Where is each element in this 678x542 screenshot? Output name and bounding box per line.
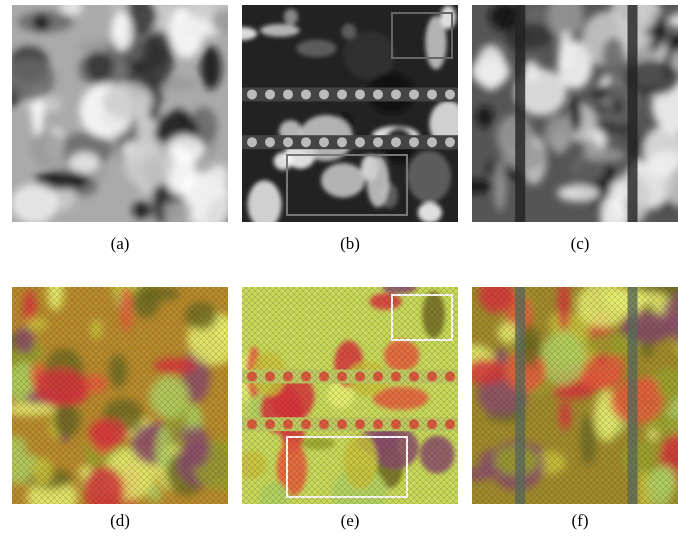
blob bbox=[441, 5, 456, 29]
overlay-grid bbox=[242, 287, 458, 504]
blob bbox=[284, 9, 298, 25]
blob bbox=[508, 23, 553, 49]
blob bbox=[494, 160, 507, 212]
light bbox=[409, 89, 419, 99]
blob bbox=[558, 31, 573, 71]
overlay-grid bbox=[472, 287, 678, 504]
panel-label: (b) bbox=[340, 234, 360, 253]
blob bbox=[612, 97, 624, 114]
street bbox=[628, 5, 638, 222]
street bbox=[515, 5, 525, 222]
image-panel bbox=[228, 5, 468, 229]
light bbox=[373, 137, 383, 147]
blob bbox=[86, 51, 114, 82]
light bbox=[265, 89, 275, 99]
light bbox=[247, 89, 257, 99]
light bbox=[337, 137, 347, 147]
light bbox=[409, 137, 419, 147]
light bbox=[337, 89, 347, 99]
blob bbox=[248, 180, 282, 228]
light bbox=[355, 89, 365, 99]
blob bbox=[544, 115, 574, 151]
light bbox=[427, 89, 437, 99]
light bbox=[391, 137, 401, 147]
image-panel bbox=[4, 0, 250, 246]
blob bbox=[208, 165, 229, 187]
panel-label: (d) bbox=[110, 511, 130, 530]
blob bbox=[367, 155, 390, 207]
blob bbox=[228, 27, 257, 40]
light bbox=[355, 137, 365, 147]
blob bbox=[30, 130, 65, 167]
blob bbox=[142, 30, 174, 86]
blob bbox=[609, 180, 629, 204]
light bbox=[445, 89, 455, 99]
blob bbox=[407, 151, 451, 203]
blob bbox=[583, 139, 599, 159]
blob bbox=[33, 15, 50, 31]
image-panel bbox=[447, 0, 678, 239]
blob bbox=[200, 46, 221, 90]
blob bbox=[418, 202, 442, 223]
overlay-grid bbox=[12, 287, 228, 504]
light bbox=[283, 137, 293, 147]
blob bbox=[69, 152, 100, 173]
blob bbox=[260, 24, 300, 37]
light bbox=[247, 137, 257, 147]
light bbox=[301, 89, 311, 99]
blob bbox=[496, 114, 533, 159]
blob bbox=[212, 8, 242, 34]
blob bbox=[296, 40, 336, 58]
blob bbox=[341, 24, 356, 39]
blob bbox=[103, 83, 153, 120]
blob bbox=[11, 184, 58, 224]
light bbox=[427, 137, 437, 147]
blob bbox=[602, 36, 625, 80]
light bbox=[265, 137, 275, 147]
light bbox=[301, 137, 311, 147]
panel-label: (c) bbox=[571, 234, 590, 253]
blob bbox=[132, 201, 152, 219]
blob bbox=[111, 12, 132, 51]
blob bbox=[321, 163, 365, 197]
light bbox=[445, 137, 455, 147]
panel-label: (f) bbox=[572, 511, 589, 530]
blob bbox=[60, 0, 83, 15]
blob bbox=[123, 139, 174, 188]
panel-label: (e) bbox=[341, 511, 360, 530]
blob bbox=[476, 44, 506, 90]
figure: (a) (b) (c) (d) (e) (f) bbox=[0, 0, 678, 542]
light bbox=[391, 89, 401, 99]
blob bbox=[476, 106, 493, 128]
image-panel bbox=[236, 280, 458, 517]
light bbox=[373, 89, 383, 99]
light bbox=[319, 137, 329, 147]
image-panel bbox=[450, 264, 678, 514]
blob bbox=[557, 184, 599, 201]
blob bbox=[185, 0, 237, 20]
light bbox=[283, 89, 293, 99]
light bbox=[319, 89, 329, 99]
blob bbox=[4, 58, 55, 101]
panel-label: (a) bbox=[111, 234, 130, 253]
image-panel bbox=[0, 261, 247, 516]
